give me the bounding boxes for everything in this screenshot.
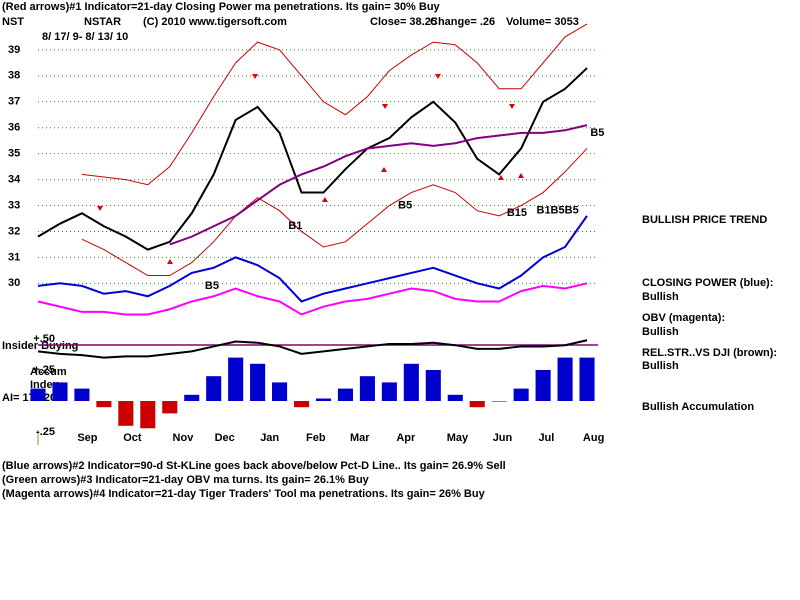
bar — [381, 382, 397, 401]
bar — [557, 357, 573, 401]
arrow — [97, 198, 103, 211]
x-tick-label: Nov — [173, 432, 195, 444]
series-line — [169, 124, 588, 246]
annotation: B5 — [398, 199, 412, 211]
copyright: (C) 2010 www.tigersoft.com — [143, 16, 287, 28]
series-line — [37, 282, 588, 316]
sidebar-label: OBV (magenta): — [642, 312, 725, 324]
y-tick-label: +.25 — [33, 364, 55, 376]
annotation: B5 — [590, 127, 604, 139]
arrow — [381, 167, 387, 180]
sidebar-label: Bullish — [642, 291, 679, 303]
header-line: (Red arrows)#1 Indicator=21-day Closing … — [2, 1, 441, 13]
arrow — [382, 96, 388, 109]
bar — [491, 401, 507, 402]
sidebar-label: CLOSING POWER (blue): — [642, 277, 773, 289]
x-tick-label: Jun — [493, 432, 513, 444]
footer-line: (Green arrows)#3 Indicator=21-day OBV ma… — [2, 474, 370, 486]
x-tick-label: Oct — [123, 432, 142, 444]
footer-line: (Blue arrows)#2 Indicator=90-d St-KLine … — [2, 460, 506, 472]
y-tick-label: +.50 — [33, 333, 55, 345]
x-tick-label: Aug — [583, 432, 604, 444]
footer-line: (Magenta arrows)#4 Indicator=21-day Tige… — [2, 488, 486, 500]
y-tick-label: 39 — [8, 44, 20, 56]
x-tick-label: Sep — [77, 432, 97, 444]
y-tick-label: 38 — [8, 70, 20, 82]
symbol: NST — [2, 16, 24, 28]
panel-label: Insider Buying — [2, 340, 78, 352]
series-line — [81, 23, 588, 186]
bar — [337, 388, 353, 401]
bar — [359, 376, 375, 401]
panel-label: Index — [30, 379, 60, 391]
sidebar-label: Bullish — [642, 326, 679, 338]
bar — [228, 357, 244, 401]
x-tick-label: Apr — [396, 432, 416, 444]
bar — [118, 401, 134, 426]
y-tick-label: 37 — [8, 96, 20, 108]
bar — [96, 401, 112, 408]
close: Close= 38.25 — [370, 16, 437, 28]
bar — [74, 388, 90, 401]
sidebar-label: Bullish — [642, 360, 679, 372]
bar — [403, 363, 419, 401]
series-line — [37, 67, 588, 251]
y-tick-label: 32 — [8, 225, 20, 237]
arrow — [518, 173, 524, 186]
company: NSTAR — [84, 16, 121, 28]
y-tick-label: -.25 — [36, 426, 55, 438]
bar — [513, 388, 529, 401]
x-tick-label: Feb — [306, 432, 326, 444]
bar — [206, 376, 222, 401]
bar — [30, 388, 46, 401]
series-line — [37, 215, 588, 303]
annotation: B15 — [507, 207, 527, 219]
sidebar-label: Bullish Accumulation — [642, 401, 754, 413]
arrow — [252, 66, 258, 79]
bar — [579, 357, 595, 401]
arrows — [97, 66, 524, 272]
date-range: 8/ 17/ 9- 8/ 13/ 10 — [42, 31, 128, 43]
bar — [184, 394, 200, 401]
arrow — [322, 197, 328, 210]
annotation: B1B5B5 — [537, 205, 579, 217]
bar — [425, 370, 441, 401]
x-tick-label: Jul — [538, 432, 554, 444]
annotation: B5 — [205, 280, 219, 292]
panel-label: Accum — [30, 366, 67, 378]
bar — [293, 401, 310, 408]
bar — [315, 398, 332, 401]
annotation: B1 — [288, 220, 302, 232]
arrow — [435, 66, 441, 79]
bar — [447, 394, 463, 401]
y-tick-label: 34 — [8, 173, 21, 185]
arrow — [509, 96, 515, 109]
arrow — [167, 259, 173, 272]
bar — [250, 363, 266, 401]
y-tick-label: 30 — [8, 277, 20, 289]
y-tick-label: 31 — [8, 251, 20, 263]
y-tick-label: 36 — [8, 122, 20, 134]
bar — [535, 370, 551, 401]
series-line — [81, 148, 588, 277]
x-tick-label: May — [447, 432, 469, 444]
arrow — [498, 175, 504, 188]
bar — [140, 401, 156, 429]
x-tick-label: Mar — [350, 432, 370, 444]
bar — [162, 401, 178, 414]
sidebar-label: BULLISH PRICE TREND — [642, 214, 767, 226]
x-tick-label: Dec — [215, 432, 235, 444]
y-tick-label: 35 — [8, 148, 20, 160]
y-tick-label: 33 — [8, 199, 20, 211]
change: Change= .26 — [430, 16, 495, 28]
bar — [469, 401, 485, 408]
x-tick-label: Jan — [260, 432, 279, 444]
bar — [272, 382, 288, 401]
volume: Volume= 3053 — [506, 16, 579, 28]
sidebar-label: REL.STR..VS DJI (brown): — [642, 347, 777, 359]
series-line — [37, 339, 588, 359]
bar — [52, 382, 68, 401]
